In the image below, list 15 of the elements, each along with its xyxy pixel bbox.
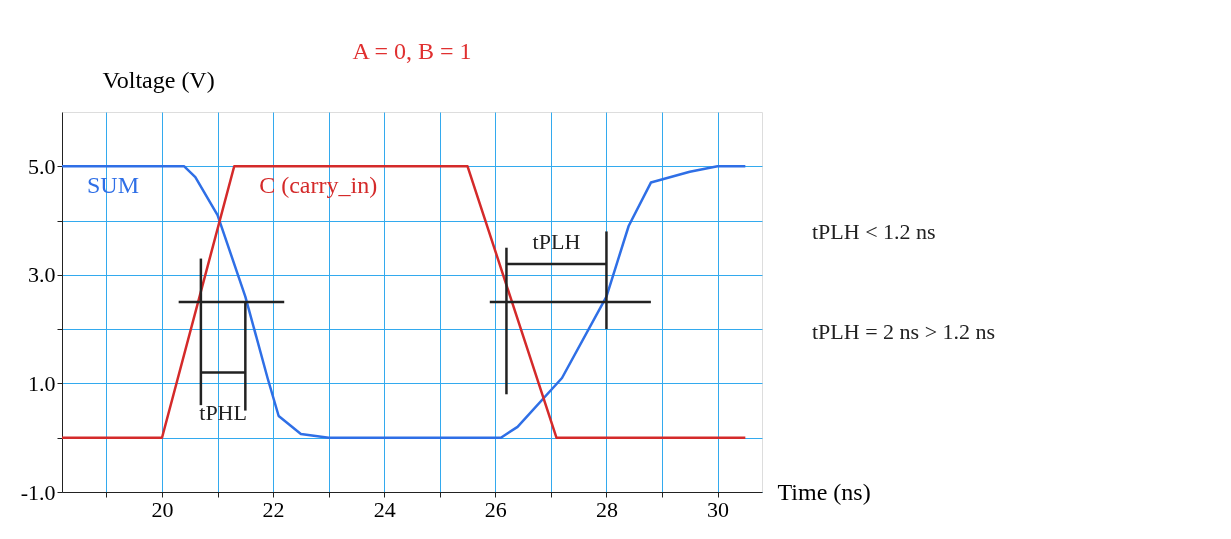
x-axis-title: Time (ns) — [777, 478, 871, 505]
x-tick-label: 30 — [707, 496, 730, 522]
text: tPLH < 1.2 ns — [812, 219, 936, 244]
y-axis-title: Voltage (V) — [102, 66, 215, 93]
text: tPLH = 2 ns > 1.2 ns — [812, 319, 996, 344]
x-tick-label: 28 — [595, 496, 618, 522]
y-tick-label: -1.0 — [20, 479, 56, 505]
y-tick-label: 1.0 — [28, 370, 56, 396]
chart-title: A = 0, B = 1 — [352, 38, 472, 64]
x-tick-label: 26 — [484, 496, 507, 522]
x-tick-label: 22 — [262, 496, 285, 522]
y-tick-label: 5.0 — [28, 153, 56, 179]
x-tick-label: 24 — [373, 496, 396, 522]
y-tick-label: 3.0 — [28, 262, 56, 288]
x-tick-label: 20 — [151, 496, 174, 522]
